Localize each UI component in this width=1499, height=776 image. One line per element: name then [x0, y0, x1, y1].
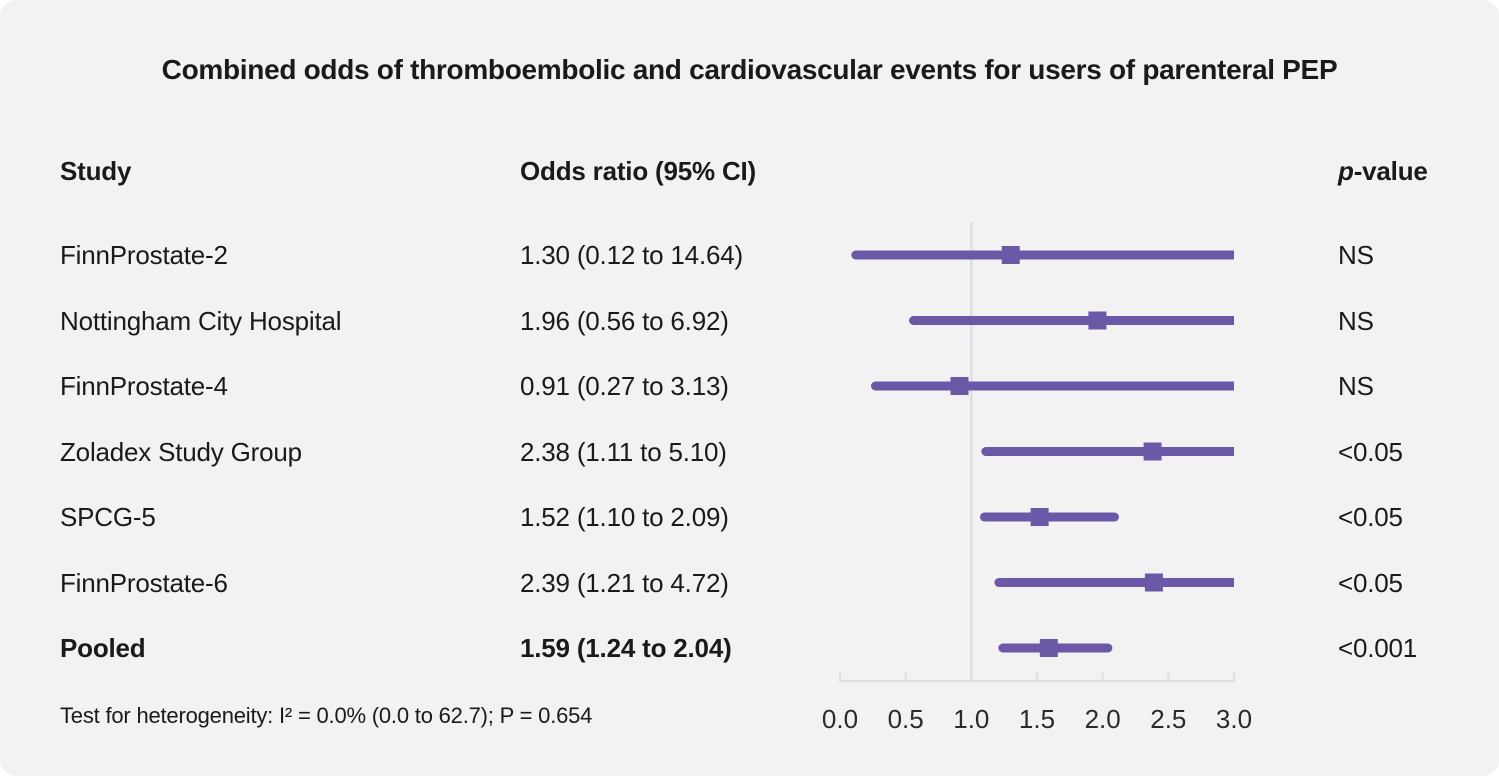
ci-line-right-cap: [1103, 643, 1113, 653]
point-estimate-marker: [1039, 639, 1058, 657]
ci-line-left-cap: [909, 316, 919, 325]
p-value-cell: <0.05: [1338, 436, 1403, 467]
axis-tick-label: 3.0: [1215, 704, 1253, 734]
study-label: FinnProstate-2: [60, 240, 228, 270]
point-estimate-marker: [1030, 508, 1049, 526]
axis-tick-label: 1.5: [1018, 704, 1056, 734]
point-estimate-marker: [950, 377, 969, 395]
odds-ratio-value: 2.39 (1.21 to 4.72): [520, 567, 729, 598]
p-value-cell: NS: [1338, 240, 1374, 270]
study-label: Pooled: [60, 633, 146, 663]
ci-line-left-cap: [998, 643, 1008, 653]
study-label: FinnProstate-6: [60, 567, 228, 598]
axis-tick-label: 2.5: [1150, 704, 1187, 734]
p-value-cell: NS: [1338, 305, 1374, 336]
point-estimate-marker: [1144, 573, 1163, 592]
study-label: Nottingham City Hospital: [60, 305, 342, 336]
heterogeneity-note: Test for heterogeneity: I² = 0.0% (0.0 t…: [60, 703, 593, 728]
study-label: FinnProstate-4: [60, 371, 228, 401]
point-estimate-marker: [1143, 442, 1162, 461]
ci-line-left-cap: [994, 578, 1004, 587]
odds-ratio-value: 1.52 (1.10 to 2.09): [520, 502, 729, 532]
ci-line-left-cap: [981, 447, 991, 456]
ci-line-left-cap: [870, 381, 880, 391]
p-value-italic-p: p: [1338, 156, 1354, 186]
odds-ratio-value: 1.30 (0.12 to 14.64): [520, 240, 743, 270]
p-value-suffix: -value: [1353, 156, 1428, 186]
point-estimate-marker: [1088, 311, 1107, 330]
column-header-p-value: p-value: [1338, 155, 1428, 187]
p-value-cell: <0.05: [1338, 502, 1403, 532]
axis-tick-label: 0.5: [887, 704, 924, 734]
odds-ratio-value: 2.38 (1.11 to 5.10): [520, 436, 727, 467]
chart-title: Combined odds of thromboembolic and card…: [161, 54, 1338, 85]
odds-ratio-value: 0.91 (0.27 to 3.13): [520, 371, 729, 401]
odds-ratio-value: 1.59 (1.24 to 2.04): [520, 633, 732, 663]
p-value-cell: NS: [1338, 371, 1374, 401]
ci-line-right-cap: [1109, 512, 1119, 522]
study-label: Zoladex Study Group: [60, 436, 302, 467]
axis-tick-label: 0.0: [821, 704, 859, 734]
axis-tick-label: 2.0: [1084, 704, 1121, 734]
p-value-cell: <0.05: [1338, 567, 1403, 598]
ci-line-left-cap: [851, 250, 861, 260]
column-header-study: Study: [60, 156, 132, 186]
ci-line-left-cap: [979, 512, 989, 522]
point-estimate-marker: [1001, 246, 1020, 264]
column-header-odds-ratio: Odds ratio (95% CI): [520, 156, 757, 186]
axis-tick-label: 1.0: [953, 704, 990, 734]
study-label: SPCG-5: [60, 502, 156, 532]
p-value-cell: <0.001: [1338, 633, 1418, 663]
odds-ratio-value: 1.96 (0.56 to 6.92): [520, 305, 729, 336]
